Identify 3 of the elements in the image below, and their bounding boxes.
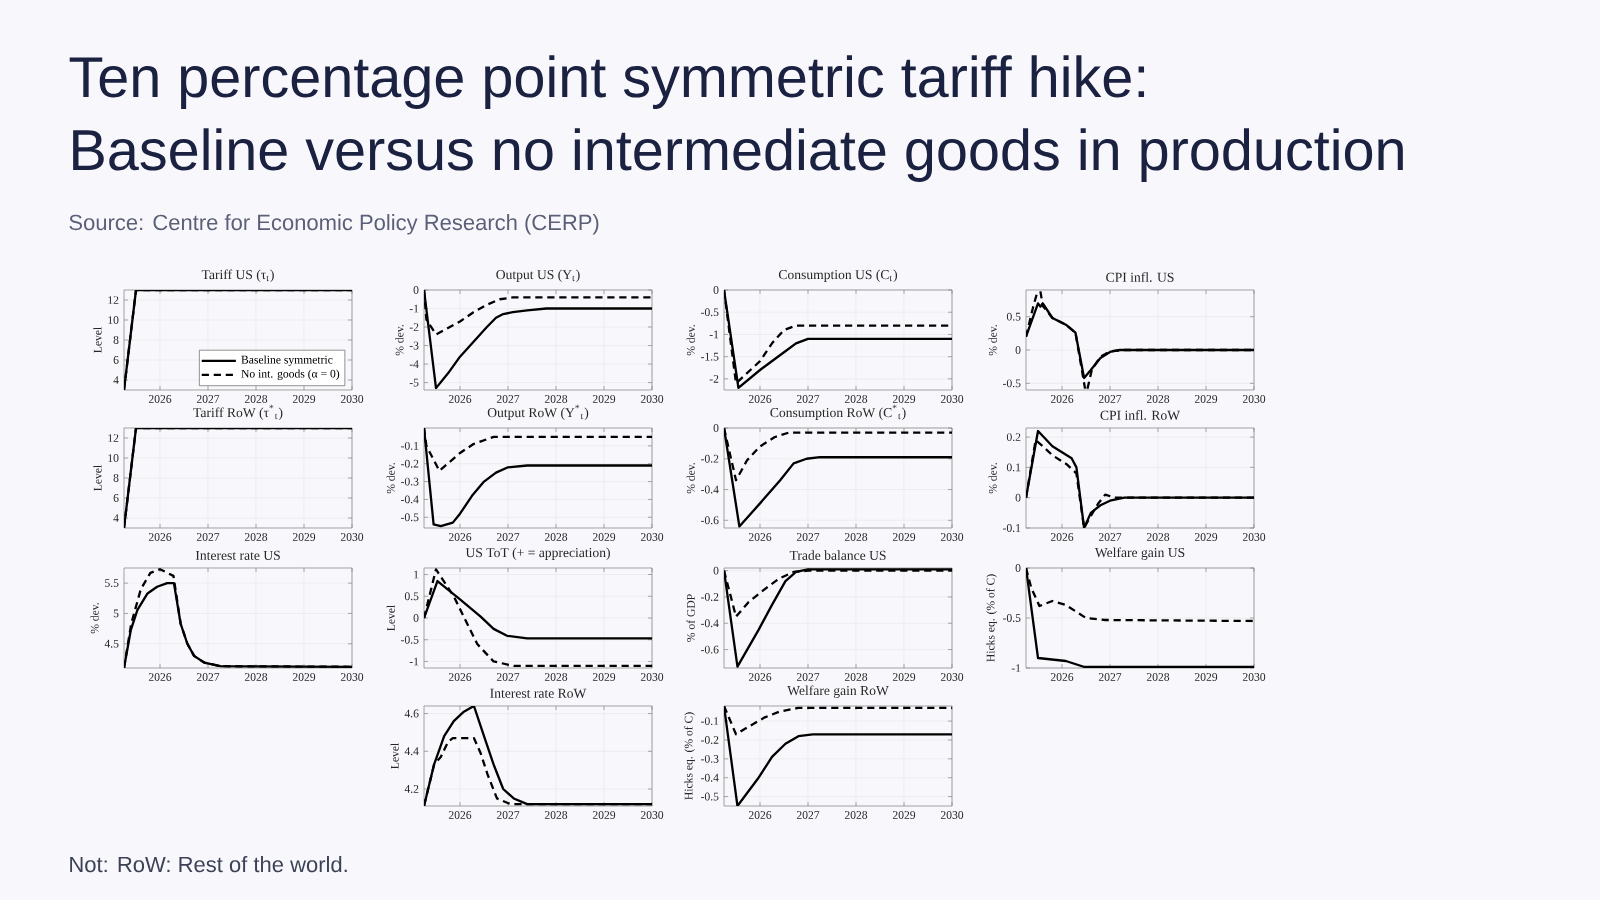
source-note: Source: Centre for Economic Policy Research (CERP) — [69, 214, 599, 235]
text: Ten percentage point symmetric tariff hike: Baseline versus no intermediate goods in production — [69, 55, 1403, 182]
text: Not: RoW: Rest of the world. — [70, 856, 347, 873]
